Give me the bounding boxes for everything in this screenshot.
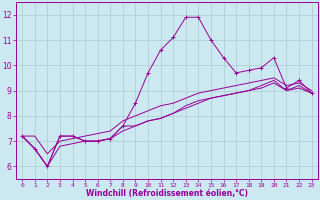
- X-axis label: Windchill (Refroidissement éolien,°C): Windchill (Refroidissement éolien,°C): [86, 189, 248, 198]
